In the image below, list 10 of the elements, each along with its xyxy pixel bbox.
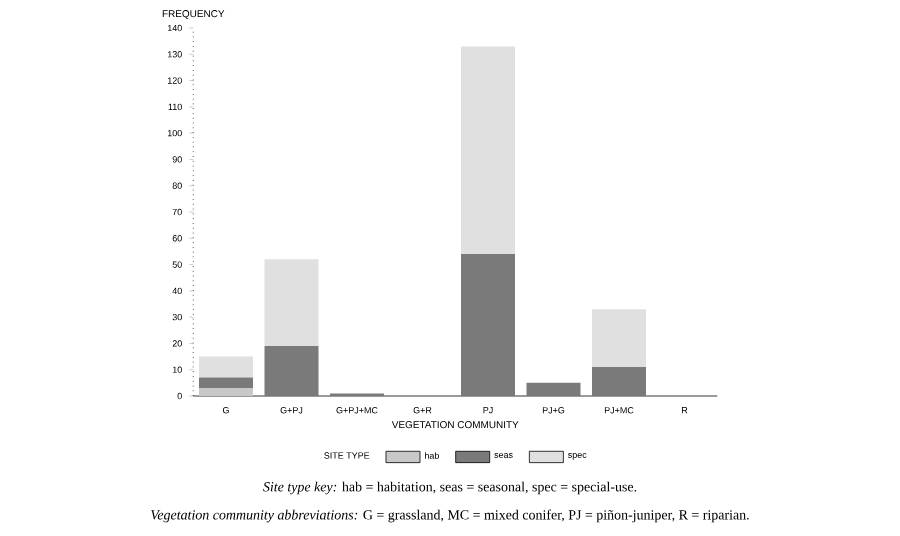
bar [592,309,646,368]
bar [264,259,319,347]
bar [264,346,319,396]
bar [461,46,515,255]
bar [199,377,254,389]
bar [199,388,254,396]
bar [199,356,254,378]
bar [592,367,646,396]
bar [526,382,581,396]
bar [461,254,515,396]
